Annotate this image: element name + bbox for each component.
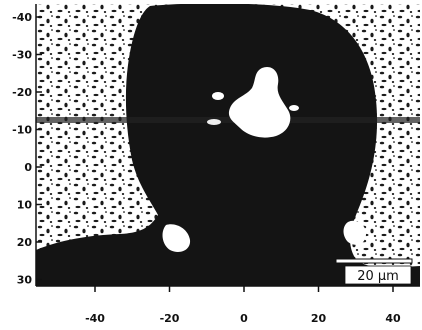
scale-bar-line: [335, 258, 413, 264]
x-tick-label: -20: [160, 312, 180, 325]
bright-spot: [228, 66, 291, 138]
light-patch: [162, 224, 191, 252]
dark-region: [36, 4, 420, 286]
x-tick-label: 40: [385, 312, 401, 325]
bright-speck: [207, 119, 221, 125]
y-axis-ticks: -40 -30 -20 -10 0 10 20 30: [12, 11, 42, 287]
y-tick-label: -40: [12, 11, 32, 24]
y-tick-label: -30: [12, 49, 32, 62]
y-tick-label: -20: [12, 86, 32, 99]
y-tick-label: -10: [12, 124, 32, 137]
x-tick-label: 20: [311, 312, 327, 325]
scale-bar: 20 μm: [335, 258, 413, 285]
y-tick-label: 20: [17, 236, 33, 249]
light-patch: [343, 220, 366, 245]
x-tick-label: -40: [85, 312, 105, 325]
y-tick-label: 30: [17, 274, 33, 287]
x-axis-ticks: -40 -20 0 20 40: [85, 286, 401, 325]
x-tick-label: 0: [240, 312, 248, 325]
bright-speck: [212, 92, 224, 100]
y-tick-label: 0: [24, 161, 32, 174]
scale-bar-label: 20 μm: [357, 269, 399, 284]
horizontal-streak: [36, 117, 420, 123]
scale-bar-label-box: [344, 265, 412, 285]
image-content: [36, 4, 420, 286]
y-tick-label: 10: [17, 199, 33, 212]
bright-speck: [289, 105, 299, 111]
